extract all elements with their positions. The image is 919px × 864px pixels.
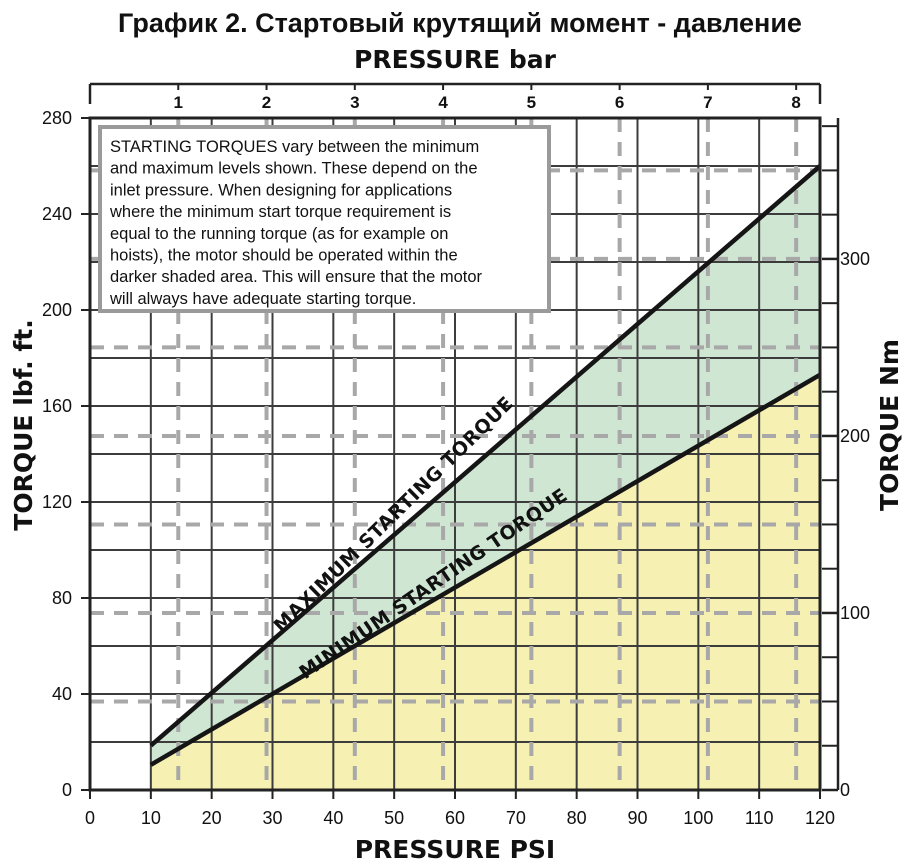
- lbf-tick-label: 160: [42, 396, 72, 416]
- bar-tick-label: 5: [527, 93, 536, 112]
- max-torque-line: [149, 164, 822, 748]
- psi-tick-label: 120: [805, 808, 835, 828]
- note-line: and maximum levels shown. These depend o…: [110, 160, 478, 178]
- bar-tick-label: 8: [791, 93, 800, 112]
- nm-tick-label: 0: [840, 780, 850, 800]
- left-axis-title: TORQUE lbf. ft.: [9, 319, 38, 530]
- note-line: STARTING TORQUES vary between the minimu…: [110, 138, 479, 156]
- lbf-tick-label: 40: [52, 684, 72, 704]
- note-line: darker shaded area. This will ensure tha…: [110, 268, 483, 286]
- bar-tick-label: 4: [438, 93, 448, 112]
- note-box: STARTING TORQUES vary between the minimu…: [98, 125, 551, 313]
- lbf-tick-label: 120: [42, 492, 72, 512]
- bar-tick-label: 3: [350, 93, 359, 112]
- nm-tick-label: 200: [840, 426, 870, 446]
- tick-labels: 0 10 20 30 40 50 60 70 80 90 100 110 120040801201602…: [42, 84, 870, 828]
- max-torque-band: [150, 166, 821, 765]
- psi-tick-label: 50: [384, 808, 404, 828]
- bar-tick-label: 1: [174, 93, 183, 112]
- psi-tick-label: 90: [627, 808, 647, 828]
- lbf-tick-label: 0: [62, 780, 72, 800]
- min-torque-band: [150, 374, 821, 790]
- psi-tick-label: 60: [445, 808, 465, 828]
- bottom-axis-title: PRESSURE PSI: [355, 835, 556, 864]
- nm-tick-label: 100: [840, 603, 870, 623]
- psi-tick-label: 0: [85, 808, 95, 828]
- note-line: inlet pressure. When designing for appli…: [110, 181, 452, 199]
- torque-curves: [149, 164, 822, 767]
- bar-tick-label: 2: [262, 93, 271, 112]
- top-axis-title: PRESSURE bar: [354, 45, 557, 74]
- right-axis-title: TORQUE Nm: [875, 339, 904, 511]
- lbf-tick-label: 280: [42, 108, 72, 128]
- psi-tick-label: 40: [323, 808, 343, 828]
- lbf-tick-label: 200: [42, 300, 72, 320]
- nm-tick-label: 300: [840, 249, 870, 269]
- bar-tick-label: 7: [703, 93, 712, 112]
- min-torque-line: [149, 372, 822, 767]
- psi-tick-label: 10: [141, 808, 161, 828]
- psi-tick-label: 100: [683, 808, 713, 828]
- psi-tick-label: 110: [745, 808, 774, 828]
- fill-areas: [150, 166, 821, 790]
- lbf-tick-label: 80: [52, 588, 72, 608]
- note-line: where the minimum start torque requireme…: [109, 203, 451, 221]
- chart-title: График 2. Стартовый крутящий момент - да…: [118, 8, 802, 38]
- psi-tick-label: 80: [567, 808, 587, 828]
- note-line: equal to the running torque (as for exam…: [110, 225, 448, 243]
- psi-tick-label: 30: [262, 808, 282, 828]
- psi-tick-label: 20: [202, 808, 222, 828]
- lbf-tick-label: 240: [42, 204, 72, 224]
- note-line: hoists), the motor should be operated wi…: [110, 247, 458, 265]
- psi-tick-label: 70: [506, 808, 526, 828]
- bar-tick-label: 6: [615, 93, 624, 112]
- note-line: will always have adequate starting torqu…: [109, 290, 416, 308]
